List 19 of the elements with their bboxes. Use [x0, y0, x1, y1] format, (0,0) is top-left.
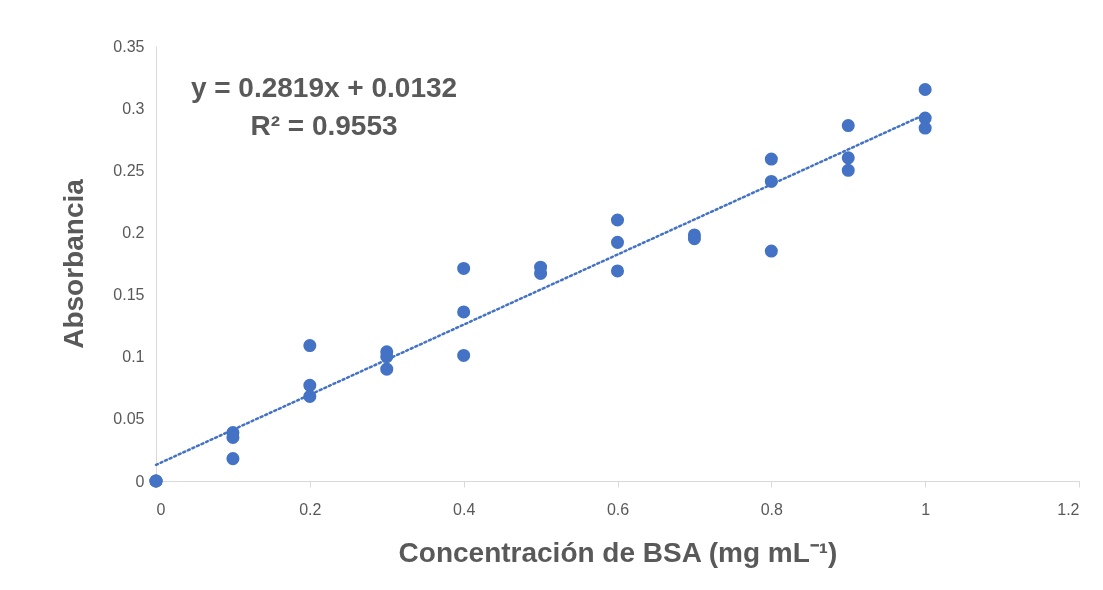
x-tick-label: 1	[921, 500, 931, 518]
y-tick-label: 0.2	[122, 223, 145, 241]
x-tick-label: 0.2	[299, 500, 322, 518]
y-axis-title: Absorbancia	[58, 178, 90, 349]
annotation: y = 0.2819x + 0.0132	[190, 72, 458, 103]
x-axis-title: Concentración de BSA (mg mL⁻¹)	[398, 536, 838, 568]
x-tick-label: 0.6	[606, 500, 630, 518]
y-tick-label: 0.35	[113, 37, 145, 55]
x-tick-label: 1.2	[1057, 500, 1080, 518]
x-tick-label: 0	[156, 500, 166, 518]
y-tick-label: 0.1	[122, 348, 145, 366]
y-tick-label: 0.05	[113, 410, 145, 428]
y-tick-label: 0	[135, 472, 145, 490]
y-tick-label: 0.25	[113, 161, 145, 179]
y-tick-label: 0.15	[113, 286, 145, 304]
x-tick-label: 0.4	[453, 500, 476, 518]
annotation: R² = 0.9553	[250, 110, 398, 141]
y-tick-label: 0.3	[122, 99, 145, 117]
x-tick-label: 0.8	[760, 500, 784, 518]
